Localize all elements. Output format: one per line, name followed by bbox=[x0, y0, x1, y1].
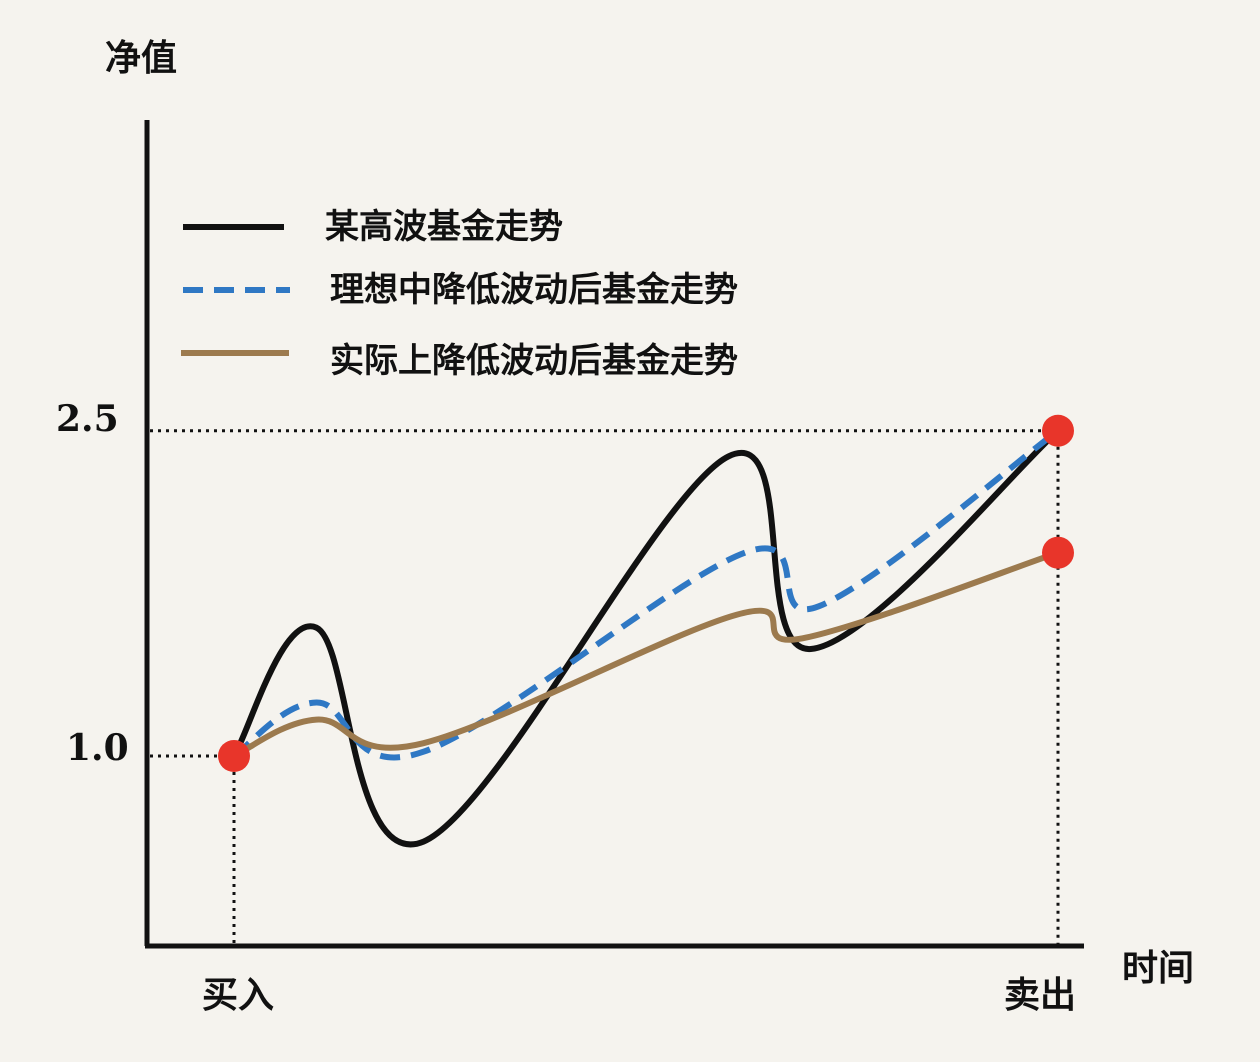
x-axis-label: 时间 bbox=[1122, 947, 1194, 989]
data-point-marker bbox=[218, 740, 250, 772]
y-tick-label: 1.0 bbox=[66, 727, 129, 769]
y-tick-label: 2.5 bbox=[56, 398, 119, 440]
legend-label: 某高波基金走势 bbox=[325, 207, 563, 247]
series-layer bbox=[231, 427, 1061, 848]
guide-lines bbox=[150, 429, 1060, 944]
legend-label: 实际上降低波动后基金走势 bbox=[330, 341, 738, 381]
series-line-high-volatility bbox=[231, 427, 1061, 848]
data-point-marker bbox=[1042, 414, 1074, 447]
series-line-ideal-low-volatility bbox=[232, 428, 1060, 761]
x-tick-label: 卖出 bbox=[1004, 974, 1076, 1016]
legend: 某高波基金走势 理想中降低波动后基金走势 实际上降低波动后基金走势 bbox=[181, 207, 738, 381]
x-tick-label: 买入 bbox=[202, 974, 274, 1016]
y-axis-label: 净值 bbox=[105, 37, 177, 79]
marker-layer bbox=[218, 414, 1074, 772]
series-line-actual-low-volatility bbox=[231, 549, 1061, 759]
legend-label: 理想中降低波动后基金走势 bbox=[330, 270, 738, 310]
data-point-marker bbox=[1042, 536, 1074, 569]
